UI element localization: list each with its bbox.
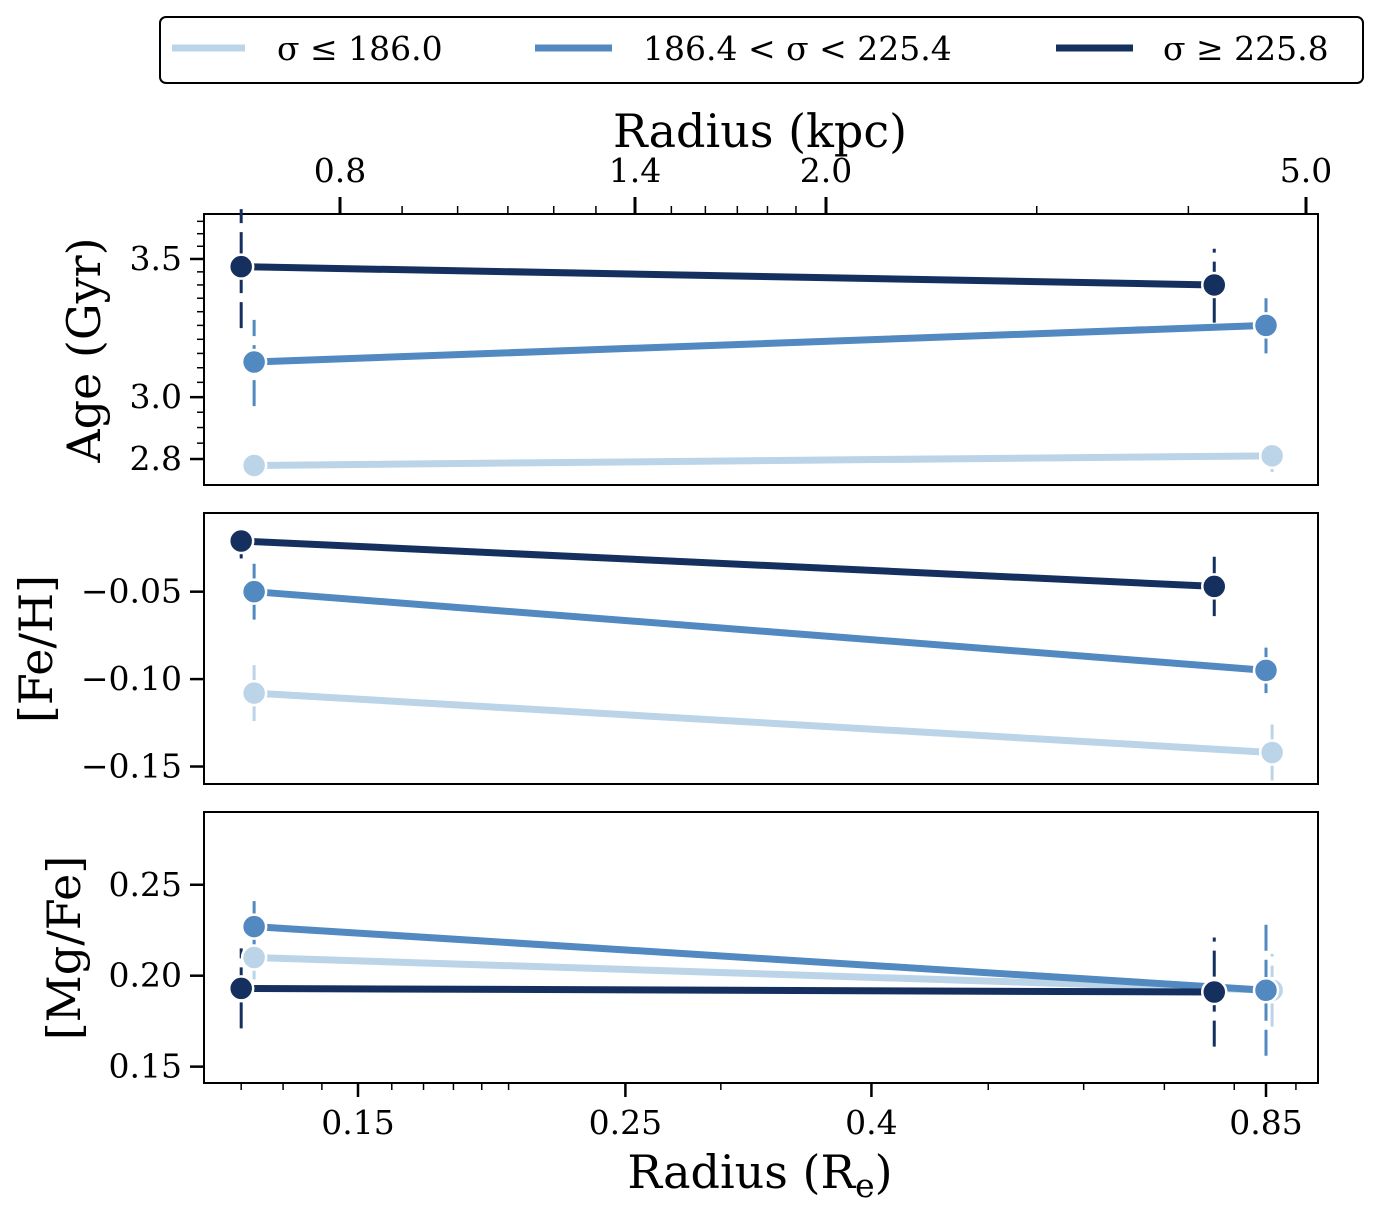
data-point-high [1201,573,1228,600]
panel-frame [203,811,1319,1084]
data-point-high [1201,271,1228,299]
data-point-high [227,975,255,1002]
legend: σ ≤ 186.0 186.4 < σ < 225.4 σ ≥ 225.8 [159,16,1364,84]
top-tick-label: 2.0 [800,151,852,190]
series-group [227,209,1286,479]
y-axis: 2.8 3.0 3.5 [130,220,204,478]
data-point-high [227,253,255,280]
panel-frame [203,213,1319,486]
y-axis: 0.25 0.20 0.15 [109,865,204,1086]
y-tick-label: −0.15 [81,747,182,786]
y-tick-label: −0.05 [81,572,182,611]
series-line-low [250,954,1276,994]
data-point-mid [1252,312,1280,339]
series-line-low [250,689,1276,757]
bottom-tick-label: 0.4 [845,1103,897,1142]
series-line-high [237,984,1218,996]
data-point-high [1201,978,1228,1006]
data-point-mid [240,578,268,605]
legend-label-low: σ ≤ 186.0 [277,29,443,68]
data-point-mid [240,913,268,940]
series-line-mid [250,321,1270,366]
top-minor-ticks [401,206,1190,214]
y-tick-label: 0.20 [109,956,182,995]
data-point-low [240,679,268,707]
top-tick-label: 5.0 [1280,151,1332,190]
y-axis-label-mgfe: [Mg/Fe] [37,856,91,1041]
top-axis-label: Radius (kpc) [613,104,907,158]
bottom-axis-label: Radius (Re) [627,1145,892,1205]
legend-frame [159,16,1364,84]
bottom-tick-label: 0.25 [589,1103,662,1142]
series-group [227,523,1286,781]
data-point-high [227,527,255,555]
series-line-high [237,263,1218,289]
data-point-low [240,944,268,971]
y-tick-label: 3.5 [130,239,182,278]
y-tick-label: 3.0 [130,377,182,416]
y-axis-label-feh: [Fe/H] [9,575,63,723]
data-point-low [1258,739,1286,766]
y-tick-label: 2.8 [130,439,182,478]
bottom-tick-label: 0.85 [1229,1103,1302,1142]
y-tick-label: −0.10 [81,659,182,698]
top-tick-label: 1.4 [609,151,661,190]
series-line-mid [250,588,1270,674]
y-axis-label-age: Age (Gyr) [57,237,111,463]
bottom-tick-label: 0.15 [321,1103,394,1142]
panel-feh: −0.05 −0.10 −0.15 [Fe/H] [9,512,1319,786]
series-line-high [237,537,1218,590]
data-point-low [1258,442,1286,470]
y-tick-label: 0.25 [109,865,182,904]
top-axis: 0.8 1.4 2.0 5.0 [314,151,1332,214]
bottom-axis: 0.15 0.25 0.4 0.85 Radius (Re) [240,1083,1303,1205]
series-line-mid [250,923,1270,994]
data-point-mid [240,348,268,376]
bottom-ticks: 0.15 0.25 0.4 0.85 [240,1083,1303,1142]
data-point-low [240,452,268,479]
panel-frame [203,512,1319,785]
data-point-mid [1252,976,1280,1004]
panel-mgfe: 0.25 0.20 0.15 [Mg/Fe] [37,811,1319,1086]
y-axis: −0.05 −0.10 −0.15 [81,572,204,786]
series-group [227,901,1286,1056]
series-line-low [250,452,1276,469]
top-tick-label: 0.8 [314,151,366,190]
panel-age: 2.8 3.0 3.5 Age (Gyr) [57,209,1319,486]
legend-label-mid: 186.4 < σ < 225.4 [643,29,952,68]
legend-label-high: σ ≥ 225.8 [1163,29,1329,68]
y-tick-label: 0.15 [109,1047,182,1086]
data-point-mid [1252,657,1280,684]
